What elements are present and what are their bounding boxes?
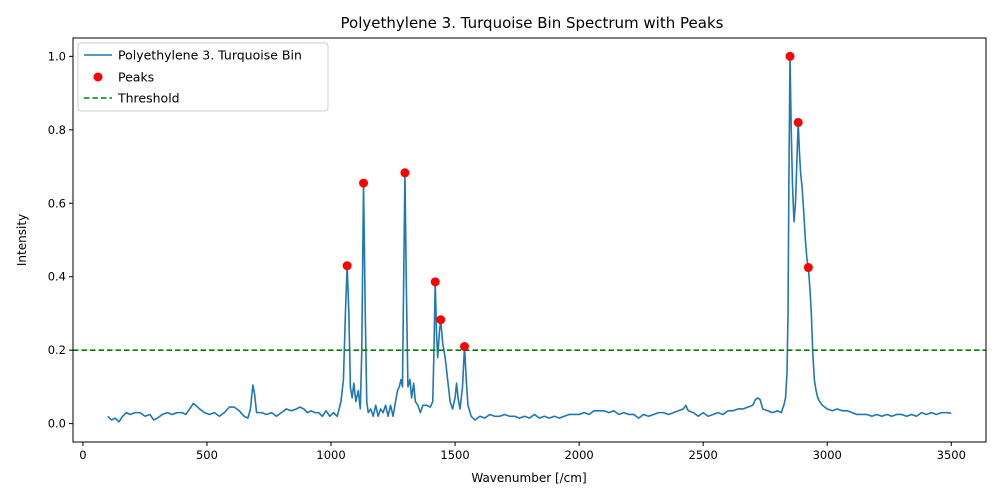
x-tick-label-3500: 3500 [937, 448, 966, 462]
peak-marker-2 [400, 168, 410, 178]
y-tick-label-0: 0.0 [48, 417, 66, 431]
peak-marker-6 [785, 51, 795, 61]
chart-title: Polyethylene 3. Turquoise Bin Spectrum w… [341, 14, 724, 32]
y-tick-label-0.2: 0.2 [48, 343, 66, 357]
peak-marker-0 [342, 261, 352, 271]
peak-marker-7 [793, 117, 803, 127]
x-tick-label-2000: 2000 [564, 448, 593, 462]
spectrum-line [107, 55, 952, 423]
legend-marker-swatch [93, 72, 103, 82]
x-tick-label-3000: 3000 [813, 448, 842, 462]
y-tick-label-1: 1.0 [48, 49, 66, 63]
peak-marker-4 [436, 315, 446, 325]
legend-box [77, 42, 329, 112]
peak-marker-8 [803, 263, 813, 273]
y-tick-label-0.8: 0.8 [48, 123, 66, 137]
peak-marker-5 [459, 342, 469, 352]
x-axis-label: Wavenumber [/cm] [471, 471, 586, 485]
legend-label-threshold: Threshold [117, 91, 180, 106]
peak-marker-3 [430, 277, 440, 287]
legend-label-spectrum: Polyethylene 3. Turquoise Bin [118, 48, 302, 63]
y-tick-label-0.6: 0.6 [48, 196, 66, 210]
x-tick-label-1000: 1000 [316, 448, 345, 462]
x-tick-label-2500: 2500 [689, 448, 718, 462]
plot-area [73, 51, 986, 423]
x-tick-label-0: 0 [79, 448, 86, 462]
y-axis-label: Intensity [15, 214, 29, 266]
y-tick-label-0.4: 0.4 [48, 270, 66, 284]
x-axis: 0 500 1000 1500 2000 2500 3000 3500 [79, 442, 966, 462]
peak-marker-1 [359, 178, 369, 188]
y-axis: 0.0 0.2 0.4 0.6 0.8 1.0 [48, 49, 73, 431]
axes-frame [72, 37, 987, 443]
x-tick-label-500: 500 [196, 448, 218, 462]
legend-label-peaks: Peaks [118, 70, 154, 85]
x-tick-label-1500: 1500 [440, 448, 469, 462]
legend: Polyethylene 3. Turquoise Bin Peaks Thre… [77, 42, 329, 112]
